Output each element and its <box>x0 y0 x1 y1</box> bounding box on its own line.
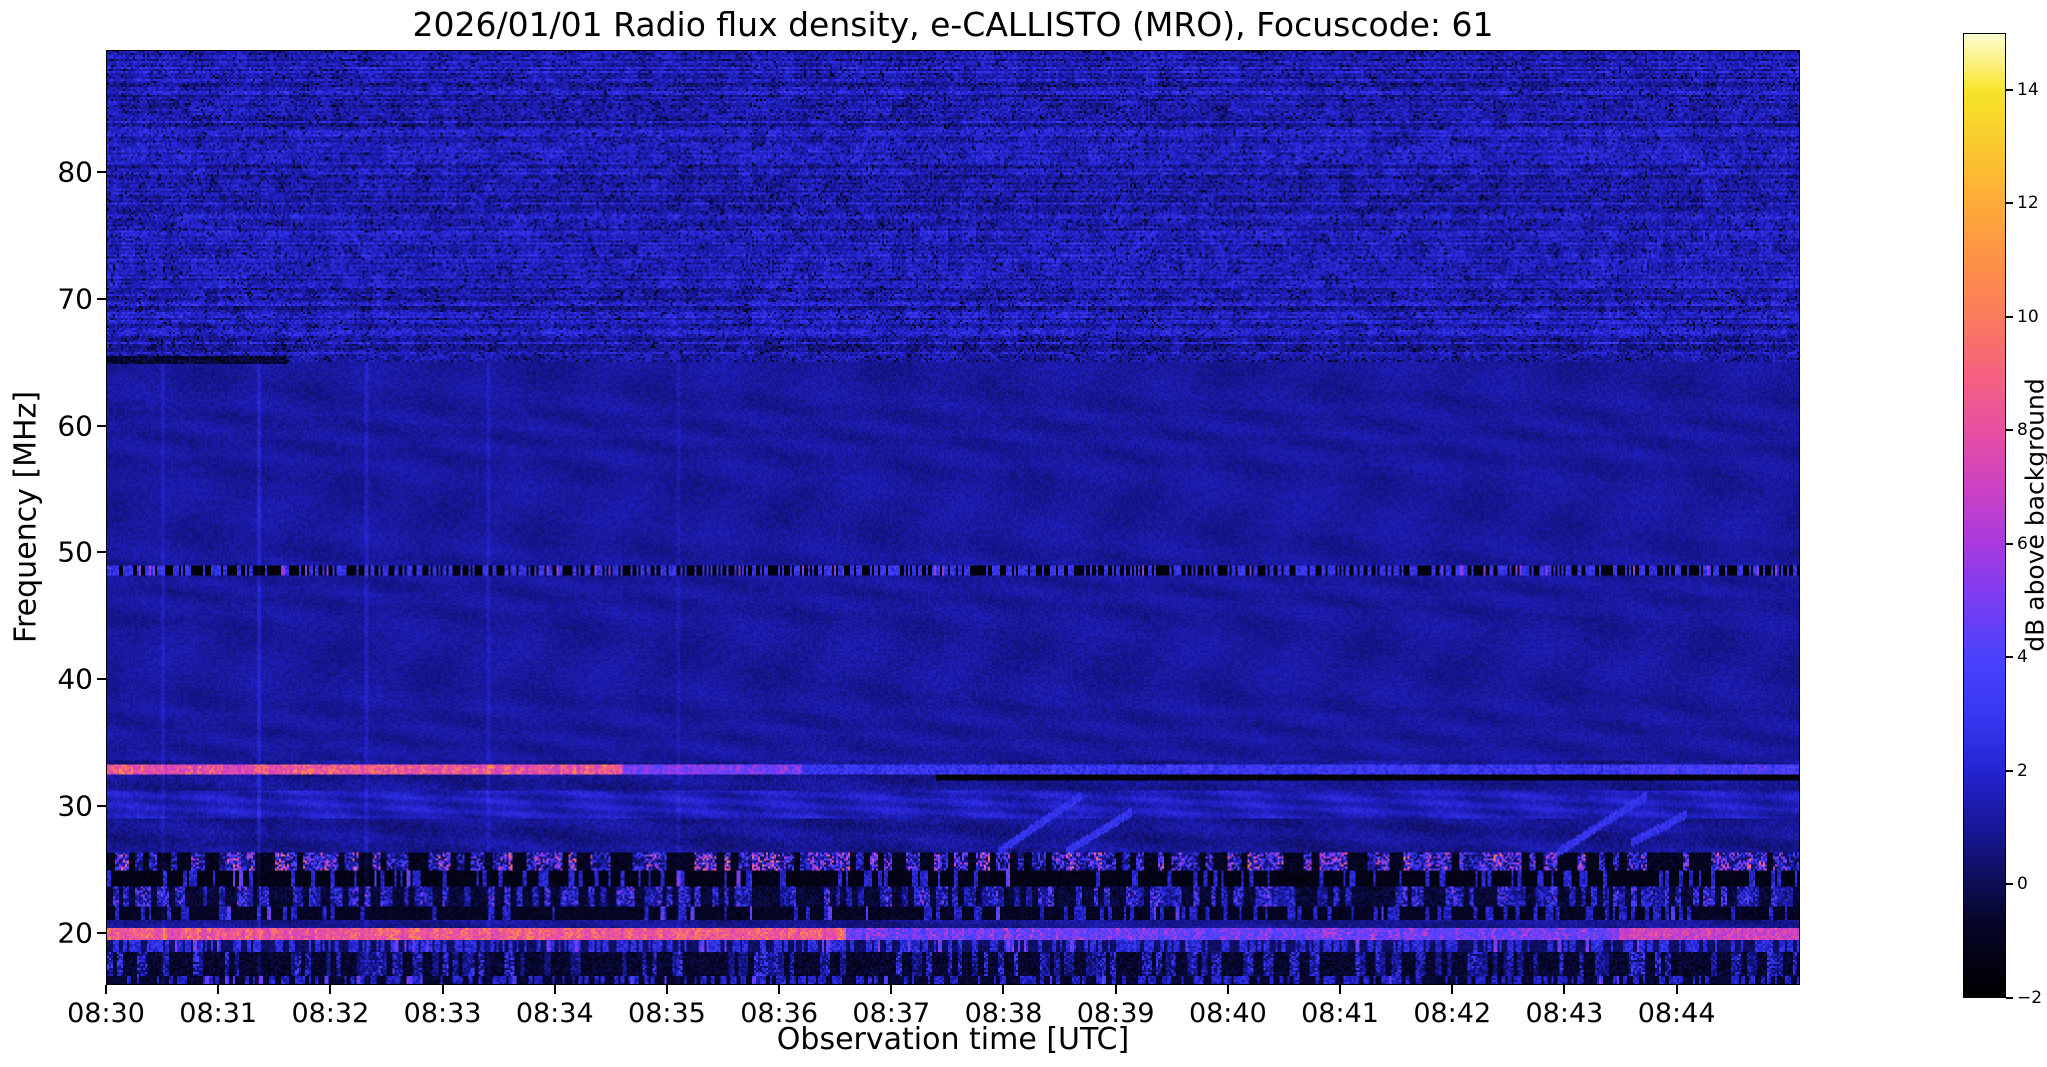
colorbar-tick-mark <box>2006 88 2013 91</box>
colorbar-tick-mark <box>2006 656 2013 659</box>
y-tick-mark <box>97 297 106 300</box>
x-tick-mark <box>665 985 668 994</box>
x-tick-label: 08:33 <box>403 998 482 1029</box>
x-tick-label: 08:32 <box>291 998 370 1029</box>
x-tick-mark <box>778 985 781 994</box>
colorbar-tick-label: −2 <box>2017 988 2043 1008</box>
colorbar-tick-mark <box>2006 769 2013 772</box>
colorbar-tick-mark <box>2006 202 2013 205</box>
x-tick-label: 08:39 <box>1076 998 1155 1029</box>
x-tick-label: 08:31 <box>179 998 258 1029</box>
spectrogram-plot-area <box>106 50 1800 985</box>
y-tick-mark <box>97 170 106 173</box>
x-tick-label: 08:40 <box>1188 998 1267 1029</box>
y-tick-mark <box>97 424 106 427</box>
colorbar-tick-label: 12 <box>2017 193 2039 214</box>
x-tick-mark <box>553 985 556 994</box>
y-tick-mark <box>97 931 106 934</box>
chart-title: 2026/01/01 Radio flux density, e-CALLIST… <box>412 5 1494 44</box>
x-tick-label: 08:37 <box>852 998 931 1029</box>
colorbar <box>1963 33 2006 998</box>
x-tick-label: 08:36 <box>740 998 819 1029</box>
x-tick-label: 08:42 <box>1413 998 1492 1029</box>
colorbar-gradient-canvas <box>1964 34 2005 997</box>
x-tick-label: 08:30 <box>67 998 145 1029</box>
colorbar-label: dB above background <box>2020 378 2047 652</box>
colorbar-tick-mark <box>2006 315 2013 318</box>
x-tick-label: 08:43 <box>1525 998 1604 1029</box>
y-tick-label: 20 <box>57 916 93 950</box>
x-tick-label: 08:34 <box>515 998 594 1029</box>
colorbar-tick-label: 14 <box>2017 79 2039 100</box>
y-tick-label: 70 <box>57 282 93 316</box>
colorbar-tick-mark <box>2006 883 2013 886</box>
x-tick-mark <box>1114 985 1117 994</box>
spectrogram-canvas <box>107 51 1799 984</box>
x-tick-mark <box>1226 985 1229 994</box>
x-tick-label: 08:35 <box>628 998 706 1029</box>
x-tick-label: 08:44 <box>1637 998 1716 1029</box>
colorbar-tick-label: 6 <box>2017 533 2028 554</box>
y-tick-label: 30 <box>57 789 93 823</box>
y-tick-label: 60 <box>57 409 93 443</box>
colorbar-tick-label: 0 <box>2017 874 2028 895</box>
x-tick-mark <box>441 985 444 994</box>
x-tick-mark <box>1451 985 1454 994</box>
colorbar-tick-mark <box>2006 997 2013 999</box>
y-tick-label: 40 <box>57 662 93 696</box>
colorbar-tick-mark <box>2006 429 2013 432</box>
x-tick-mark <box>1675 985 1678 994</box>
x-tick-mark <box>1002 985 1005 994</box>
y-tick-label: 50 <box>57 535 93 569</box>
x-tick-mark <box>329 985 332 994</box>
colorbar-tick-label: 4 <box>2017 647 2028 668</box>
x-tick-mark <box>217 985 220 994</box>
y-tick-mark <box>97 551 106 554</box>
x-axis-label: Observation time [UTC] <box>776 1022 1130 1057</box>
colorbar-tick-label: 2 <box>2017 760 2028 781</box>
colorbar-tick-label: 10 <box>2017 306 2039 327</box>
x-tick-mark <box>1339 985 1342 994</box>
x-tick-mark <box>105 985 107 994</box>
colorbar-tick-mark <box>2006 542 2013 545</box>
x-tick-label: 08:38 <box>964 998 1043 1029</box>
y-tick-mark <box>97 805 106 808</box>
colorbar-tick-label: 8 <box>2017 420 2028 441</box>
y-tick-label: 80 <box>57 155 93 189</box>
x-tick-label: 08:41 <box>1301 998 1379 1029</box>
y-tick-mark <box>97 678 106 681</box>
x-tick-mark <box>890 985 893 994</box>
x-tick-mark <box>1563 985 1566 994</box>
